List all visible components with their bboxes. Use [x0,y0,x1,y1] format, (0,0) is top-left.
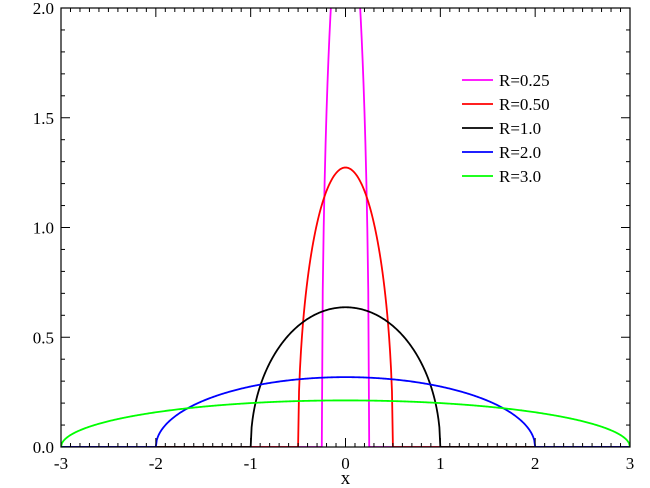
y-tick-label: 2.0 [33,0,54,18]
series-line-3 [61,376,630,447]
legend-label-2: R=1.0 [499,119,541,138]
series-line-1 [61,166,630,447]
x-tick-label: -1 [244,454,258,473]
x-tick-label: -3 [54,454,68,473]
x-tick-label: 3 [626,454,635,473]
series-line-2 [61,306,630,447]
axis-ticks [60,7,631,448]
x-tick-label: -2 [149,454,163,473]
series-curves [61,8,630,447]
x-tick-label: 2 [531,454,540,473]
x-tick-label: 0 [341,454,350,473]
legend-label-1: R=0.50 [499,95,550,114]
legend-label-0: R=0.25 [499,71,550,90]
legend-label-4: R=3.0 [499,167,541,186]
y-tick-label: 0.5 [33,328,54,347]
legend-label-3: R=2.0 [499,143,541,162]
series-line-0 [61,8,630,447]
axis-tick-labels: -3 -2 -1 0 1 2 3 0.0 0.5 1.0 1.5 2.0 [33,0,635,473]
x-tick-label: 1 [436,454,445,473]
y-tick-label: 1.0 [33,219,54,238]
y-tick-label: 1.5 [33,109,54,128]
series-line-4 [61,399,630,447]
y-tick-label: 0.0 [33,438,54,457]
legend: R=0.25 R=0.50 R=1.0 R=2.0 R=3.0 [462,71,550,186]
x-axis-title: x [341,468,351,488]
